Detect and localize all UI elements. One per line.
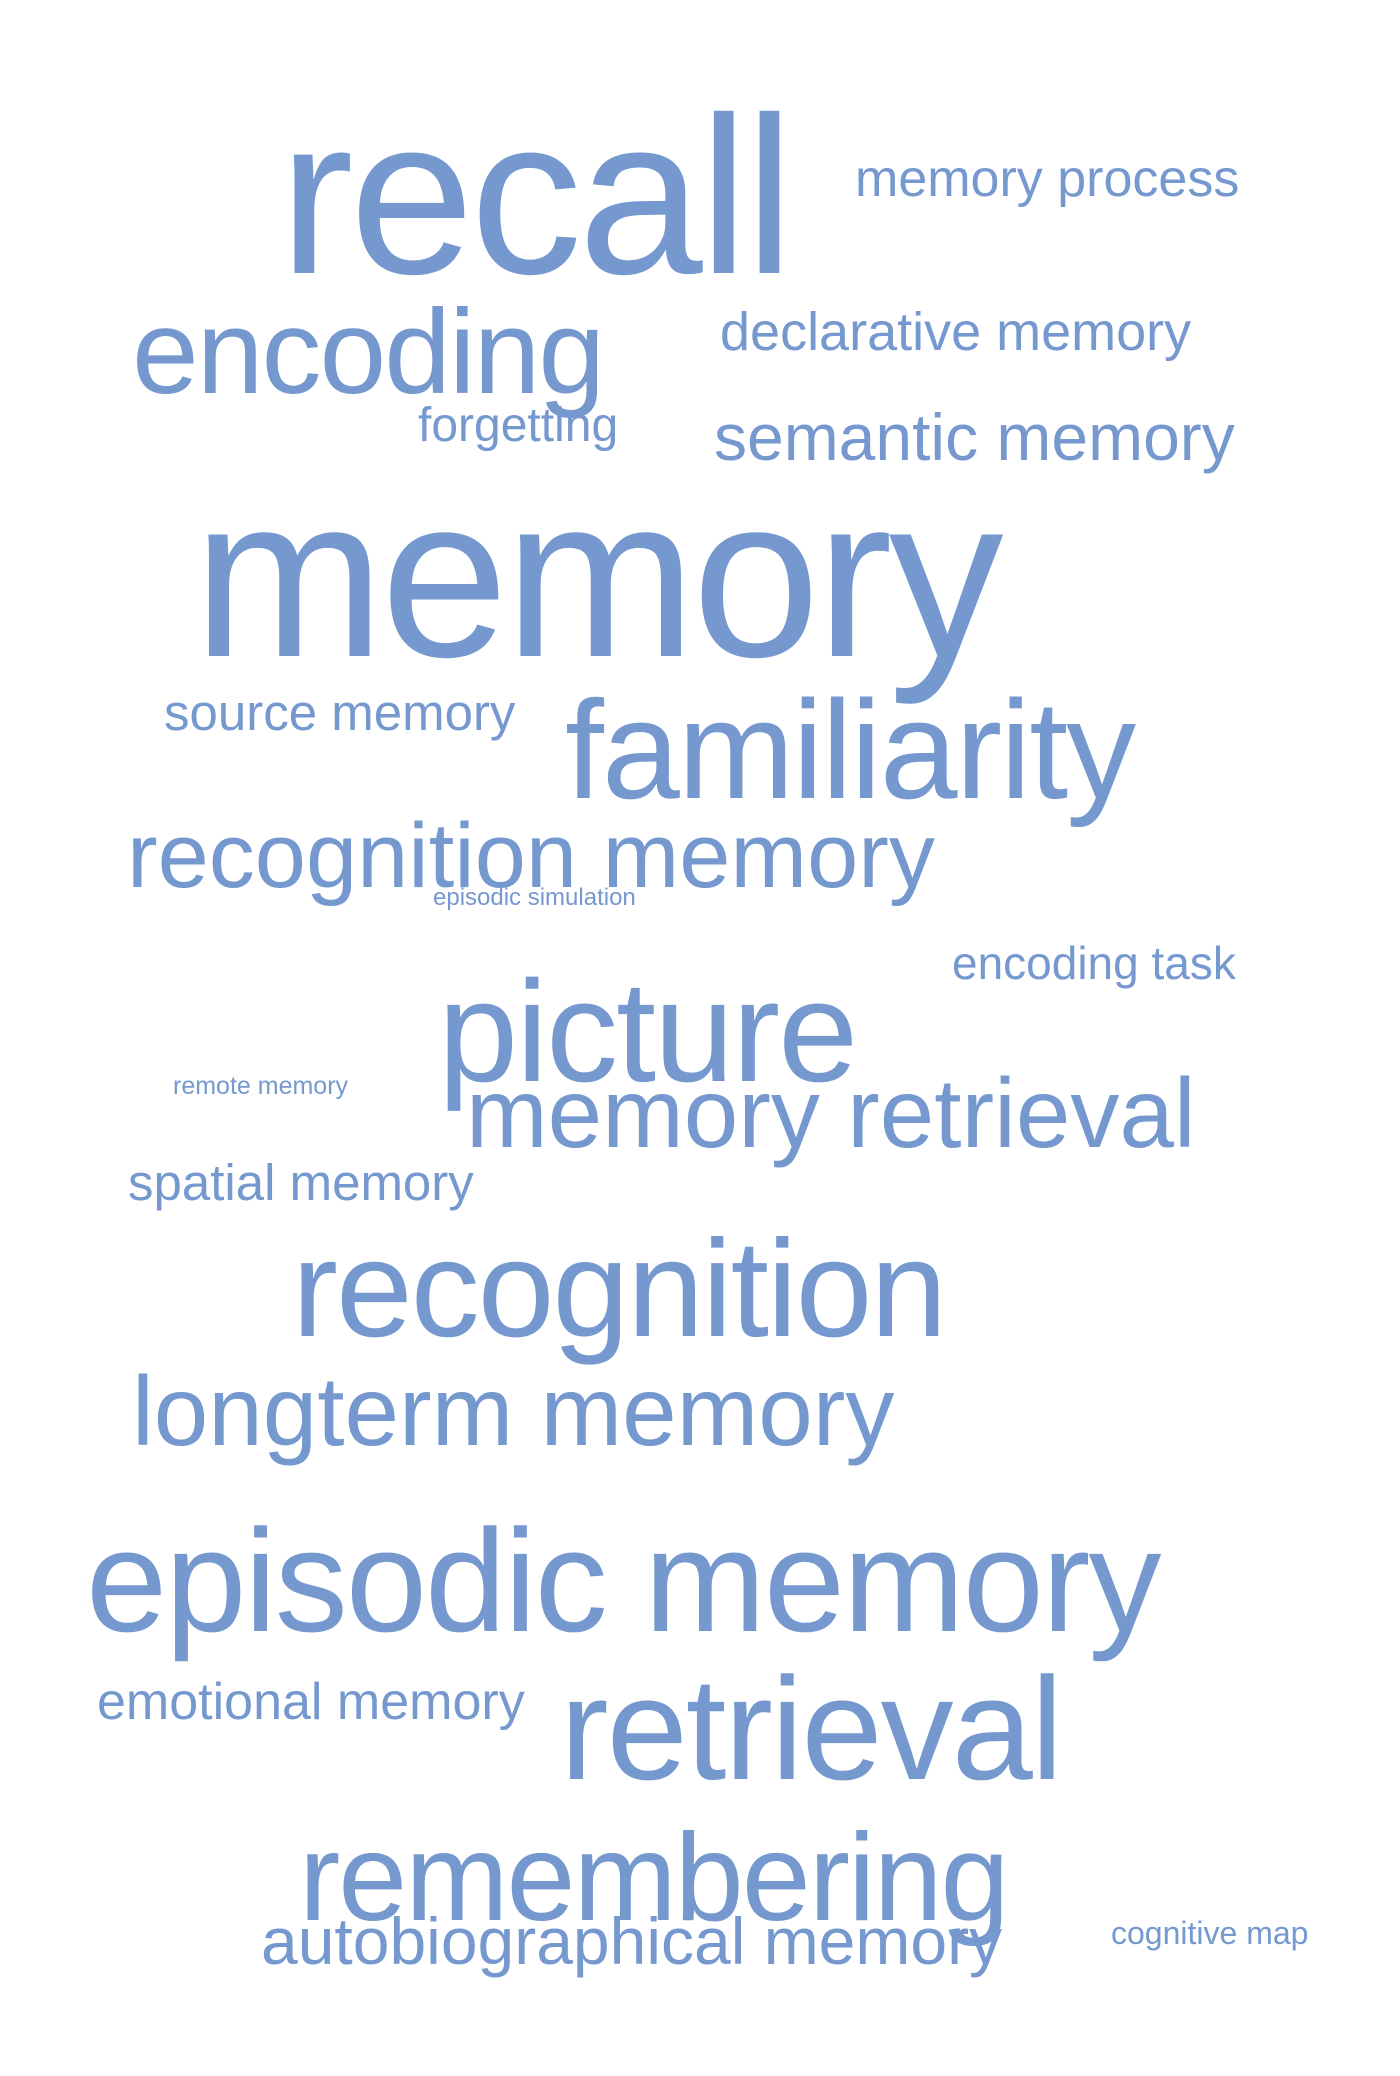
word-memory-retrieval: memory retrieval	[466, 1058, 1196, 1168]
word-episodic-memory: episodic memory	[86, 1499, 1161, 1662]
word-episodic-simulation: episodic simulation	[433, 884, 636, 911]
word-remembering: remembering	[299, 1809, 1009, 1947]
word-retrieval: retrieval	[560, 1647, 1063, 1810]
word-recognition: recognition	[292, 1212, 947, 1366]
word-remote-memory: remote memory	[173, 1072, 349, 1100]
word-familiarity: familiarity	[565, 671, 1136, 828]
word-autobiographical-memory: autobiographical memory	[261, 1904, 1003, 1978]
word-encoding-task: encoding task	[952, 937, 1236, 989]
word-source-memory: source memory	[164, 684, 516, 741]
word-longterm-memory: longterm memory	[132, 1356, 895, 1466]
word-memory: memory	[193, 448, 1004, 705]
word-picture: picture	[438, 951, 858, 1112]
word-recall: recall	[279, 71, 794, 321]
word-recognition-memory: recognition memory	[127, 805, 935, 907]
word-encoding: encoding	[132, 285, 605, 419]
word-semantic-memory: semantic memory	[714, 400, 1235, 474]
word-forgetting: forgetting	[418, 399, 619, 452]
word-declarative-memory: declarative memory	[720, 302, 1192, 362]
word-memory-process: memory process	[855, 150, 1240, 208]
word-cognitive-map: cognitive map	[1111, 1915, 1309, 1951]
word-emotional-memory: emotional memory	[97, 1673, 525, 1731]
word-spatial-memory: spatial memory	[128, 1154, 474, 1211]
